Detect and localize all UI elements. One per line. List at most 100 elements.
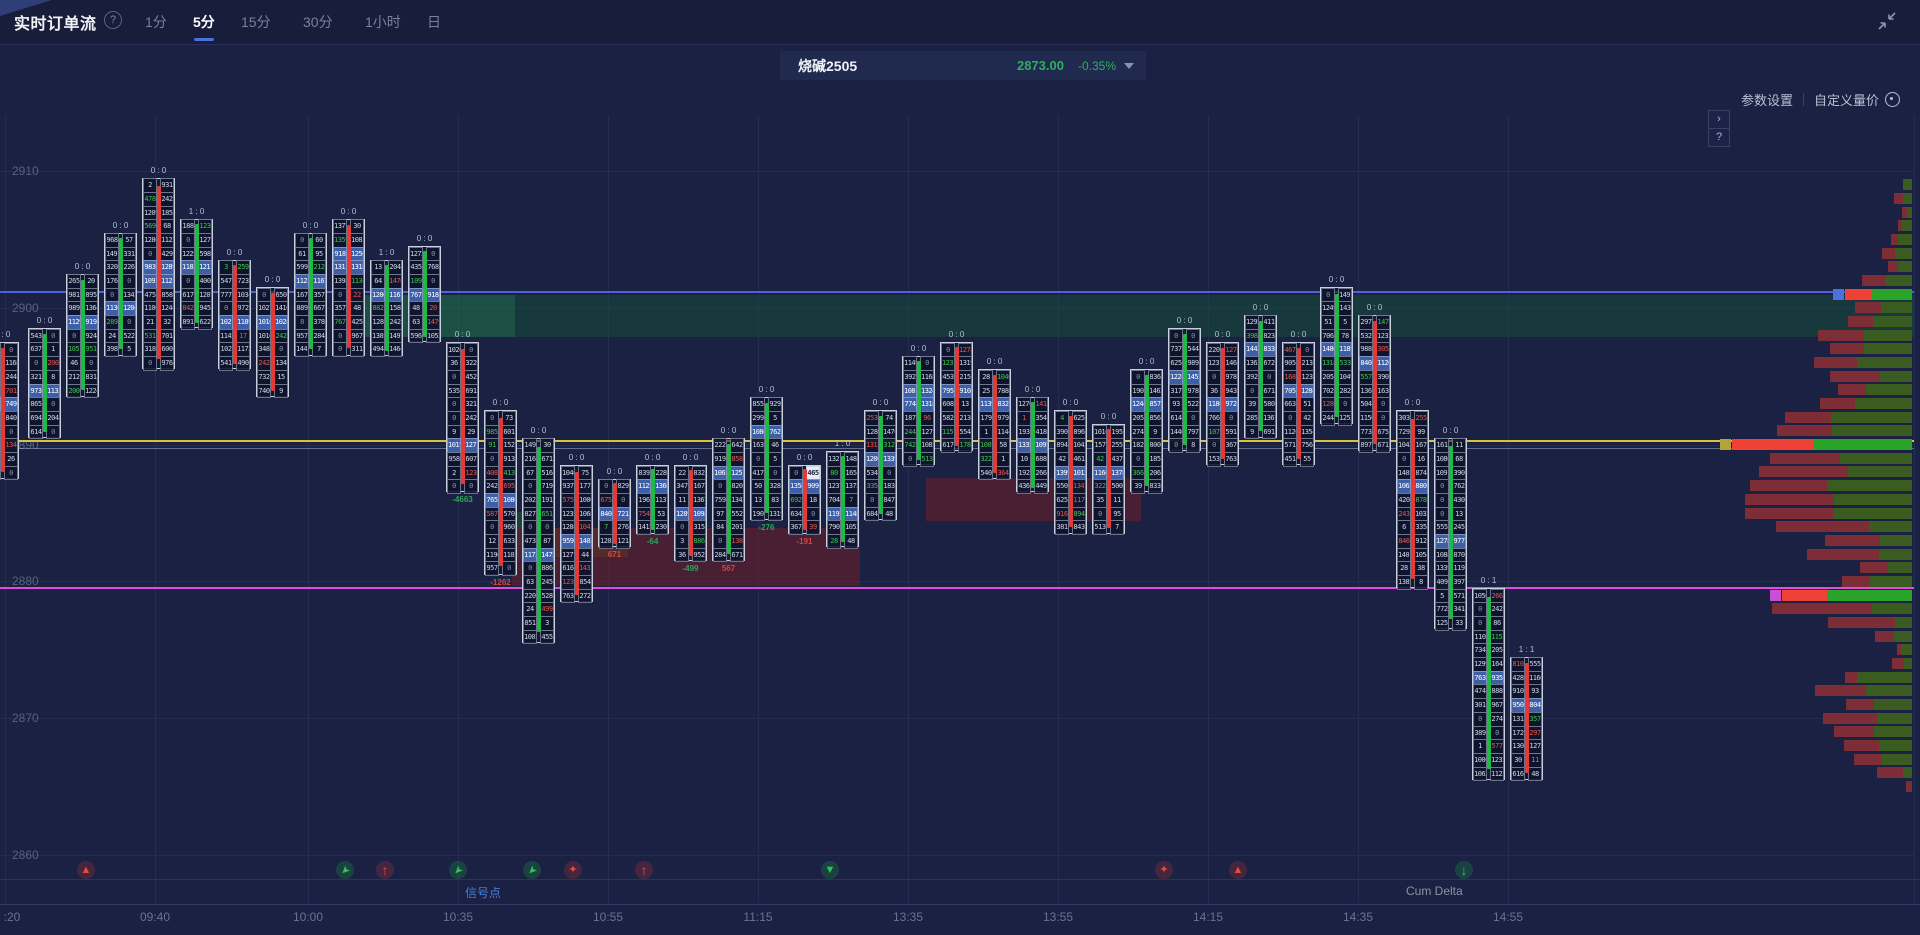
signal-arrow-down-icon[interactable]: ↓	[1455, 861, 1473, 879]
footprint-candle[interactable]: 0073754462598912281453317978935226140144…	[1168, 328, 1201, 453]
footprint-candle[interactable]: 0465135890969218634036739	[788, 465, 821, 535]
ask-volume-cell: 622	[198, 315, 212, 330]
panel-help-button[interactable]: ?	[1708, 128, 1730, 147]
footprint-candle[interactable]: 1046759371775751006123510681288104795914…	[560, 465, 593, 604]
ask-volume-cell: 989	[1186, 356, 1200, 371]
footprint-candle[interactable]: 1611110806810913900762043001355524512789…	[1434, 437, 1467, 631]
signal-tri-up-icon[interactable]: ▲	[1229, 861, 1247, 879]
bid-volume-cell: 357	[333, 301, 347, 317]
ask-volume-cell: 1343	[122, 287, 136, 303]
footprint-candle[interactable]: 2971475321233988305840112655739013616350…	[1358, 314, 1391, 453]
footprint-candle[interactable]: 839228112313681961137754531415230	[636, 465, 669, 535]
footprint-candle[interactable]: 8105554281166910939508041313571722971301…	[1510, 656, 1543, 782]
panel-expand-button[interactable]: ›	[1708, 110, 1730, 129]
custom-volume-price-button[interactable]: 自定义量价	[1813, 93, 1879, 108]
footprint-candle[interactable]: 1320464147012061167882158128242130514974…	[370, 259, 403, 358]
time-gridline	[155, 115, 156, 903]
tab-日[interactable]: 日	[427, 14, 441, 30]
vp-sell-bar	[1860, 562, 1888, 574]
footprint-candle[interactable]: 2931478242120918556968128611220429983128…	[142, 177, 175, 371]
footprint-candle[interactable]: 1377301359108191812501311131813981134022…	[332, 218, 365, 358]
vp-sell-bar	[1902, 206, 1907, 218]
price-line	[0, 587, 1914, 590]
ask-volume-cell: 1207	[198, 287, 212, 303]
bid-volume-cell: 1235	[561, 506, 575, 522]
chevron-down-icon[interactable]	[1124, 62, 1134, 69]
bid-volume-cell: 759	[713, 492, 727, 508]
footprint-candle[interactable]: 12720435768109076791848206314795961052	[408, 246, 441, 344]
footprint-candle[interactable]: 2537412814701315312120613395340335183084…	[864, 410, 897, 522]
footprint-candle[interactable]: 1881230127122559811831211040061712078429…	[180, 218, 213, 330]
footprint-candle[interactable]: 2810462578811398321799791114410055832215…	[978, 369, 1011, 481]
tab-15分[interactable]: 15分	[241, 14, 271, 30]
delta-body-line	[574, 471, 579, 595]
orderflow-chart[interactable]: 信号点 Cum Delta 2910 2900 2890 2880 2870 2860:2…	[0, 44, 1920, 935]
footprint-candle[interactable]: 0739856019115209134084132426957651086587…	[484, 410, 517, 577]
footprint-candle[interactable]: 1295411398823144283313636723920067139580…	[1244, 314, 1277, 440]
delta-body-line	[1182, 334, 1187, 446]
footprint-candle[interactable]: 5430637102003218973113286506942046140	[28, 328, 61, 440]
ask-volume-cell: 418	[1034, 424, 1048, 440]
footprint-candle[interactable]: 9685714913313202261760013431130120428902…	[104, 232, 137, 358]
footprint-candle[interactable]: 0829675084072172761202121	[598, 478, 631, 549]
ask-volume-cell: 13	[958, 397, 972, 412]
footprint-candle[interactable]: 2652098189598913641129919092410579514602…	[66, 273, 99, 399]
footprint-candle[interactable]: 1149039211681081132477413181879624412774…	[902, 355, 935, 467]
bid-volume-cell: 205	[1131, 410, 1145, 426]
visibility-icon[interactable]	[1885, 92, 1900, 107]
signal-points-label[interactable]: 信号点	[465, 886, 502, 900]
volume-profile-tag	[1720, 439, 1731, 451]
bid-volume-cell: 0	[1283, 410, 1297, 426]
footprint-candle[interactable]: 8559292995108676216346054170503281383190…	[750, 396, 783, 522]
footprint-candle[interactable]: 1321148801651237137570471195114879010522…	[826, 451, 859, 549]
ask-volume-cell: 886	[540, 561, 554, 577]
collapse-icon[interactable]	[1876, 10, 1898, 32]
help-icon[interactable]: ?	[104, 11, 122, 29]
footprint-candle[interactable]: 3032557299910431670161405874106588042087…	[1396, 410, 1429, 590]
footprint-candle[interactable]: 149 30 216 671 67 516 0 719 202 191 827 651 0 0 473 87 1…	[522, 437, 555, 645]
ask-volume-cell: 895	[84, 287, 98, 303]
footprint-candle[interactable]: 1026036322045253569103210242929101912719…	[446, 342, 479, 494]
footprint-candle[interactable]: 1016195157255424371166137832250035110955…	[1092, 424, 1125, 535]
signal-burst-icon[interactable]: ✦	[1155, 861, 1173, 879]
footprint-candle[interactable]: 0149112491435157067814861189131853320510…	[1320, 287, 1353, 426]
bid-volume-cell: 322	[1093, 479, 1107, 494]
footprint-candle[interactable]: 0127812311319453215795910608135822131157…	[940, 342, 973, 453]
footprint-candle[interactable]: 22832347167111367128910980315388636952	[674, 465, 707, 563]
delta-body-line	[726, 443, 731, 555]
ask-volume-cell: 134	[4, 438, 18, 453]
signal-tri-up-icon[interactable]: ▲	[77, 861, 95, 879]
bid-volume-cell: 1295	[1245, 315, 1259, 330]
footprint-candle[interactable]: 5390201168162244347017717491618401650013…	[0, 342, 19, 481]
tab-30分[interactable]: 30分	[303, 14, 333, 30]
footprint-candle[interactable]: 1050266024208611011527342051299164763935…	[1472, 588, 1505, 782]
footprint-candle[interactable]: 2201271231146097836943118697276601075910…	[1206, 342, 1239, 467]
footprint-candle[interactable]: 2226429198581065125108207591342975528420…	[712, 437, 745, 563]
footprint-candle[interactable]: 0836190146212448572058562749182800018536…	[1130, 369, 1163, 494]
footprint-candle[interactable]: 1270141135419341813351097106881922664364…	[1016, 396, 1049, 494]
tab-1小时[interactable]: 1小时	[365, 14, 401, 30]
footprint-candle[interactable]: 0606195599212112211671673578896678378957…	[294, 232, 327, 358]
ask-volume-cell: 119	[1452, 561, 1466, 577]
param-settings-button[interactable]: 参数设置	[1740, 93, 1793, 108]
signal-burst-icon[interactable]: ✦	[564, 861, 582, 879]
signal-tri-down-icon[interactable]: ▼	[821, 861, 839, 879]
ask-volume-cell: 1497	[388, 328, 402, 344]
footprint-candle[interactable]: 4670905213168123705128866351042112613545…	[1282, 342, 1315, 467]
signal-arrow-up-icon[interactable]: ↑	[376, 861, 394, 879]
ask-volume-cell: 51	[1300, 397, 1314, 412]
bid-volume-cell: 102	[219, 342, 233, 358]
footprint-candle[interactable]: 3259547723777103409721021118911451710211…	[218, 259, 251, 371]
tab-1分[interactable]: 1分	[145, 14, 167, 30]
footprint-candle[interactable]: 0650102714161010102810102423480242134732…	[256, 287, 289, 399]
footprint-candle[interactable]: 4625390896894104342461139910125501347625…	[1054, 410, 1087, 535]
signal-arrow-up-icon[interactable]: ↑	[635, 861, 653, 879]
bid-volume-cell: 675	[599, 492, 613, 508]
candle-count-label: 0 : 0	[1328, 275, 1345, 285]
bid-volume-cell: 766	[1207, 410, 1221, 426]
contract-info-bar[interactable]: 烧碱2505 2873.00 -0.35%	[780, 51, 1146, 80]
tab-5分[interactable]: 5分	[193, 14, 215, 41]
